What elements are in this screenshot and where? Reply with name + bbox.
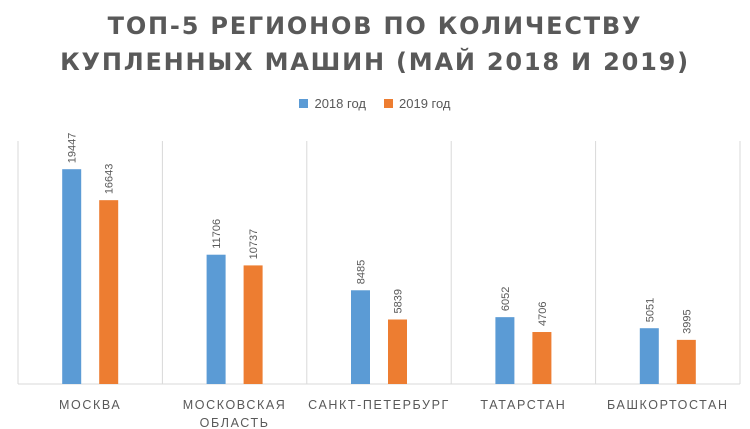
legend-swatch-2018 xyxy=(299,99,309,108)
category-label: САНКТ-ПЕТЕРБУРГ xyxy=(308,398,450,412)
bar-2019-год xyxy=(532,332,552,384)
legend-swatch-2019 xyxy=(384,99,393,108)
data-label: 6052 xyxy=(500,287,512,311)
data-label: 19447 xyxy=(67,133,79,164)
bar-2018-год xyxy=(351,290,370,384)
legend-label-2018: 2018 год xyxy=(314,96,366,111)
legend-item-2019: 2019 год xyxy=(384,96,451,111)
data-label: 4706 xyxy=(537,302,549,326)
data-label: 3995 xyxy=(681,309,693,333)
category-label: ТАТАРСТАН xyxy=(480,398,566,412)
data-label: 16643 xyxy=(104,164,116,195)
data-label: 10737 xyxy=(248,229,260,260)
bar-2018-год xyxy=(639,328,659,384)
bar-2019-год xyxy=(676,339,696,384)
category-label: МОСКОВСКАЯ xyxy=(183,398,287,412)
bar-2019-год xyxy=(388,319,407,384)
data-label: 5051 xyxy=(644,298,656,322)
data-label: 11706 xyxy=(211,219,223,249)
bar-2019-год xyxy=(243,265,263,384)
chart-legend: 2018 год 2019 год xyxy=(0,96,750,111)
category-label: МОСКВА xyxy=(59,398,121,412)
category-label: БАШКОРТОСТАН xyxy=(607,398,729,412)
data-label: 5839 xyxy=(393,289,405,313)
chart-title-line-1: ТОП-5 РЕГИОНОВ ПО КОЛИЧЕСТВУ xyxy=(107,12,643,40)
bar-2019-год xyxy=(99,200,119,384)
category-label: ОБЛАСТЬ xyxy=(200,416,270,429)
legend-label-2019: 2019 год xyxy=(399,96,451,111)
bar-2018-год xyxy=(206,254,226,384)
chart-title-line-2: КУПЛЕННЫХ МАШИН (МАЙ 2018 И 2019) xyxy=(60,48,690,76)
chart-title: ТОП-5 РЕГИОНОВ ПО КОЛИЧЕСТВУ КУПЛЕННЫХ М… xyxy=(0,8,750,80)
bar-2018-год xyxy=(62,169,82,384)
data-label: 8485 xyxy=(356,260,368,284)
bar-2018-год xyxy=(495,317,515,384)
legend-item-2018: 2018 год xyxy=(299,96,366,111)
